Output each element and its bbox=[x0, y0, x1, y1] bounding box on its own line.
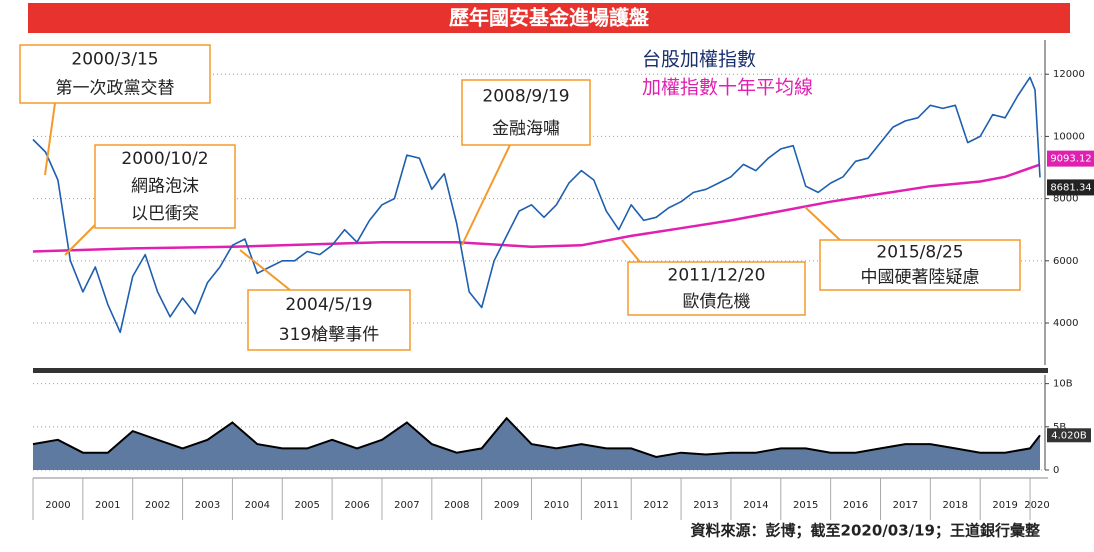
annotation-text: 中國硬著陸疑慮 bbox=[861, 268, 980, 288]
end-value-box bbox=[1047, 179, 1094, 196]
series-line bbox=[32, 76, 1041, 334]
annotation-text: 2004/5/19 bbox=[285, 295, 372, 315]
y-tick-label: 8000 bbox=[1053, 194, 1078, 205]
annotation-box bbox=[19, 44, 211, 104]
end-value-label: 9093.12 bbox=[1050, 154, 1091, 165]
panel-separator bbox=[33, 368, 1048, 373]
legend-label: 台股加權指數 bbox=[642, 49, 756, 71]
x-tick-label: 2011 bbox=[594, 500, 619, 511]
legend-label: 加權指數十年平均線 bbox=[642, 77, 813, 99]
x-tick-label: 2010 bbox=[544, 500, 569, 511]
annotation-box bbox=[819, 239, 1021, 291]
volume-line bbox=[32, 416, 1041, 459]
x-tick-label: 2004 bbox=[245, 500, 270, 511]
annotation-arrow bbox=[239, 249, 291, 291]
y-tick-label: 10B bbox=[1053, 379, 1073, 390]
source-note: 資料來源：彭博；截至2020/03/19；王道銀行彙整 bbox=[691, 522, 1040, 540]
x-tick-label: 2006 bbox=[344, 500, 369, 511]
annotation-arrow bbox=[804, 206, 841, 241]
annotation-arrow bbox=[621, 239, 641, 263]
x-tick-label: 2009 bbox=[494, 500, 519, 511]
chart-title: 歷年國安基金進場護盤 bbox=[449, 6, 650, 30]
annotation-text: 以巴衝突 bbox=[131, 204, 199, 224]
annotation-box bbox=[627, 261, 806, 316]
annotation-text: 2000/10/2 bbox=[121, 149, 208, 169]
x-tick-label: 2008 bbox=[444, 500, 469, 511]
x-tick-label: 2002 bbox=[145, 500, 170, 511]
x-tick-label: 2013 bbox=[693, 500, 718, 511]
x-tick-label: 2019 bbox=[992, 500, 1017, 511]
annotation-text: 金融海嘯 bbox=[492, 119, 560, 139]
y-tick-label: 6000 bbox=[1053, 256, 1078, 267]
title-bar bbox=[28, 3, 1070, 33]
annotation-box bbox=[94, 144, 236, 229]
x-tick-label: 2001 bbox=[95, 500, 120, 511]
annotation-arrow bbox=[44, 102, 56, 176]
x-tick-label: 2000 bbox=[45, 500, 70, 511]
annotation-text: 2015/8/25 bbox=[876, 243, 963, 263]
annotation-text: 2008/9/19 bbox=[482, 86, 569, 106]
y-tick-label: 5B bbox=[1053, 422, 1066, 433]
end-value-box bbox=[1047, 150, 1094, 167]
annotation-text: 2000/3/15 bbox=[71, 50, 158, 70]
x-tick-label: 2007 bbox=[394, 500, 419, 511]
annotation-text: 319槍擊事件 bbox=[279, 325, 379, 345]
annotation-box bbox=[461, 79, 591, 146]
x-tick-label: 2014 bbox=[743, 500, 768, 511]
x-tick-label: 2018 bbox=[943, 500, 968, 511]
y-tick-label: 10000 bbox=[1053, 131, 1085, 142]
y-tick-label: 4000 bbox=[1053, 318, 1078, 329]
annotation-text: 歐債危機 bbox=[683, 292, 751, 312]
x-tick-label: 2015 bbox=[793, 500, 818, 511]
x-tick-label: 2003 bbox=[195, 500, 220, 511]
y-tick-label: 12000 bbox=[1053, 69, 1085, 80]
end-value-box bbox=[1047, 428, 1091, 443]
series-line bbox=[32, 163, 1041, 253]
annotation-arrow bbox=[461, 144, 511, 246]
x-tick-label: 2017 bbox=[893, 500, 918, 511]
x-tick-label: 2005 bbox=[294, 500, 319, 511]
x-tick-label: 2016 bbox=[843, 500, 868, 511]
annotation-arrow bbox=[64, 224, 96, 256]
x-tick-label: 2020 bbox=[1024, 500, 1049, 511]
annotation-text: 2011/12/20 bbox=[668, 265, 766, 285]
end-value-label: 4.020B bbox=[1051, 430, 1087, 441]
end-value-label: 8681.34 bbox=[1050, 182, 1091, 193]
annotation-text: 第一次政黨交替 bbox=[56, 79, 175, 99]
annotation-text: 網路泡沫 bbox=[131, 177, 199, 197]
y-tick-label: 0 bbox=[1053, 465, 1059, 476]
x-tick-label: 2012 bbox=[643, 500, 668, 511]
annotation-box bbox=[247, 289, 411, 351]
volume-area bbox=[33, 418, 1041, 470]
